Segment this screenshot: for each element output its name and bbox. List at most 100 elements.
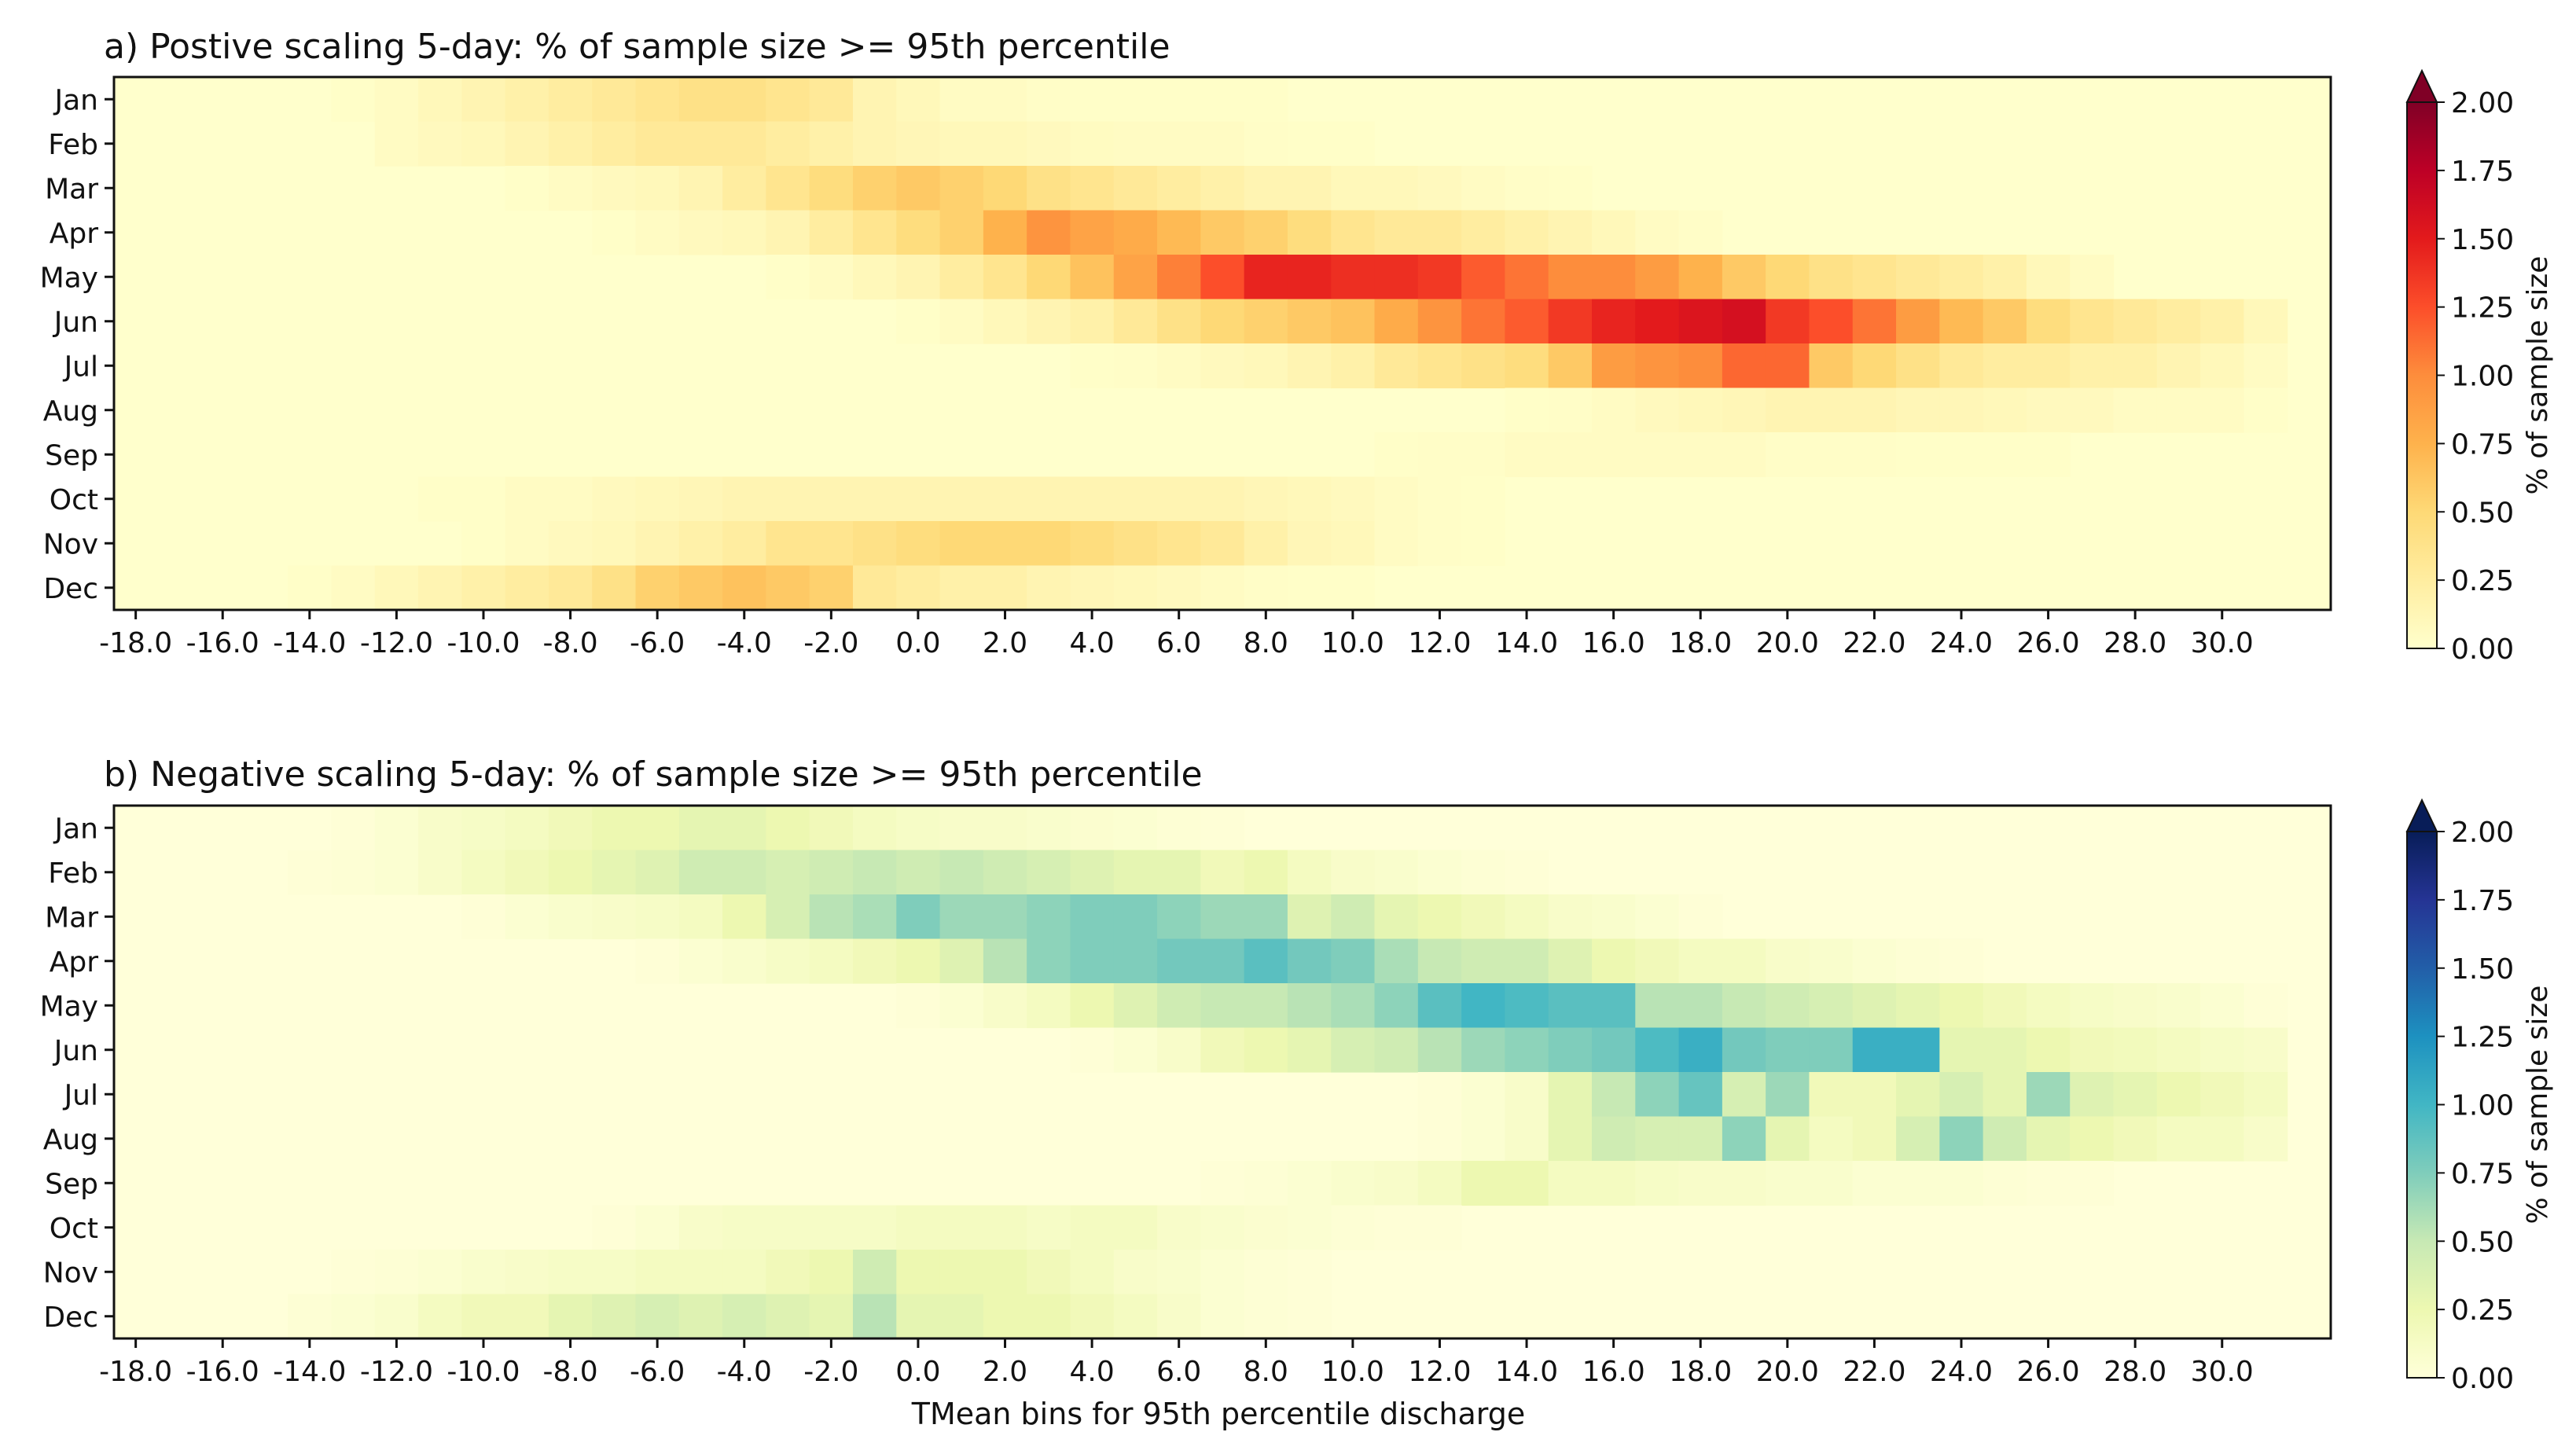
heatmap-cell [1417, 1027, 1462, 1073]
heatmap-cell [1287, 476, 1332, 522]
heatmap-cell [418, 850, 462, 895]
heatmap-cell [853, 1205, 897, 1250]
heatmap-cell [939, 210, 984, 255]
heatmap-cell [1244, 850, 1288, 895]
heatmap-cell [722, 806, 767, 851]
heatmap-cell [1113, 1294, 1158, 1339]
heatmap-cell [1896, 1072, 1940, 1118]
heatmap-cell [766, 121, 810, 167]
heatmap-cell [1287, 938, 1332, 984]
heatmap-cell [1027, 1205, 1071, 1250]
heatmap-cell [1852, 343, 1897, 389]
heatmap-cell [1244, 121, 1288, 167]
heatmap-cell [1374, 1161, 1419, 1206]
heatmap-cell [1113, 938, 1158, 984]
heatmap-cell [809, 210, 854, 255]
heatmap-cell [678, 476, 723, 522]
heatmap-cell [461, 476, 506, 522]
heatmap-cell [1722, 255, 1766, 300]
heatmap-cell [548, 476, 593, 522]
heatmap-cell [1287, 1250, 1332, 1295]
heatmap-cell [2113, 343, 2158, 389]
heatmap-cell [983, 1205, 1027, 1250]
y-tick-label: Feb [48, 857, 98, 890]
heatmap-cell [1896, 983, 1940, 1029]
heatmap-cell [2113, 1027, 2158, 1073]
heatmap-cell [1113, 850, 1158, 895]
heatmap-cell [1244, 299, 1288, 344]
heatmap-cell [809, 894, 854, 940]
panel-a-title: a) Postive scaling 5-day: % of sample si… [104, 27, 1170, 67]
x-tick-label: 0.0 [895, 1356, 940, 1388]
heatmap-cell [1461, 983, 1506, 1029]
heatmap-cell [722, 521, 767, 567]
heatmap-cell [1722, 1116, 1766, 1162]
heatmap-cell [1157, 565, 1201, 611]
heatmap-cell [1157, 255, 1201, 300]
heatmap-cell [2200, 299, 2245, 344]
heatmap-cell [1852, 1072, 1897, 1118]
heatmap-cell [853, 1250, 897, 1295]
heatmap-cell [2070, 1027, 2115, 1073]
heatmap-cell [2243, 1027, 2288, 1073]
panel-b-colorbar-label: % of sample size [2522, 986, 2554, 1225]
heatmap-cell [635, 77, 680, 123]
heatmap-cell [1678, 1161, 1723, 1206]
heatmap-cell [1417, 1116, 1462, 1162]
y-tick-label: Jan [53, 84, 99, 116]
heatmap-cell [766, 565, 810, 611]
heatmap-cell [548, 121, 593, 167]
heatmap-cell [1113, 1205, 1158, 1250]
heatmap-cell [592, 565, 637, 611]
heatmap-cell [374, 121, 419, 167]
x-tick-label: 14.0 [1495, 1356, 1558, 1388]
heatmap-cell [1766, 1027, 1810, 1073]
heatmap-cell [1374, 850, 1419, 895]
heatmap-cell [418, 476, 462, 522]
x-tick-label: -2.0 [803, 627, 858, 659]
colorbar-extend-max [2405, 68, 2438, 103]
heatmap-cell [1635, 938, 1680, 984]
heatmap-cell [1505, 1161, 1549, 1206]
heatmap-cell [592, 121, 637, 167]
heatmap-cell [896, 1205, 941, 1250]
heatmap-cell [1592, 894, 1636, 940]
x-axis-label: TMean bins for 95th percentile discharge [911, 1397, 1526, 1431]
x-tick-label: -2.0 [803, 1356, 858, 1388]
heatmap-cell [983, 850, 1027, 895]
heatmap-cell [374, 1250, 419, 1295]
heatmap-cell [1374, 894, 1419, 940]
heatmap-cell [635, 806, 680, 851]
heatmap-cell [1417, 1072, 1462, 1118]
x-tick-label: 20.0 [1756, 1356, 1819, 1388]
heatmap-cell [1939, 1116, 1984, 1162]
heatmap-cell [678, 850, 723, 895]
heatmap-cell [1548, 255, 1593, 300]
heatmap-cell [1592, 1072, 1636, 1118]
colorbar-tick-label: 1.75 [2451, 885, 2514, 917]
x-tick-label: -16.0 [186, 627, 259, 659]
x-tick-label: -4.0 [717, 627, 772, 659]
heatmap-cell [1983, 432, 2027, 478]
y-tick-label: Apr [50, 218, 98, 250]
heatmap-cell [1852, 1161, 1897, 1206]
y-tick-label: Apr [50, 946, 98, 979]
heatmap-cell [766, 77, 810, 123]
heatmap-cell [2156, 1027, 2201, 1073]
heatmap-cell [678, 565, 723, 611]
colorbar-tick-label: 0.25 [2451, 1294, 2514, 1327]
heatmap-cell [1070, 983, 1115, 1029]
heatmap-cell [1157, 166, 1201, 211]
heatmap-cell [983, 521, 1027, 567]
heatmap-cell [1722, 938, 1766, 984]
heatmap-cell [896, 806, 941, 851]
heatmap-cell [1417, 343, 1462, 389]
heatmap-cell [1548, 1072, 1593, 1118]
colorbar-tick-label: 0.75 [2451, 428, 2514, 461]
x-tick-label: 2.0 [983, 1356, 1027, 1388]
heatmap-cell [1331, 521, 1376, 567]
heatmap-cell [1505, 210, 1549, 255]
heatmap-cell [722, 210, 767, 255]
heatmap-cell [2070, 387, 2115, 433]
x-tick-label: 20.0 [1756, 627, 1819, 659]
